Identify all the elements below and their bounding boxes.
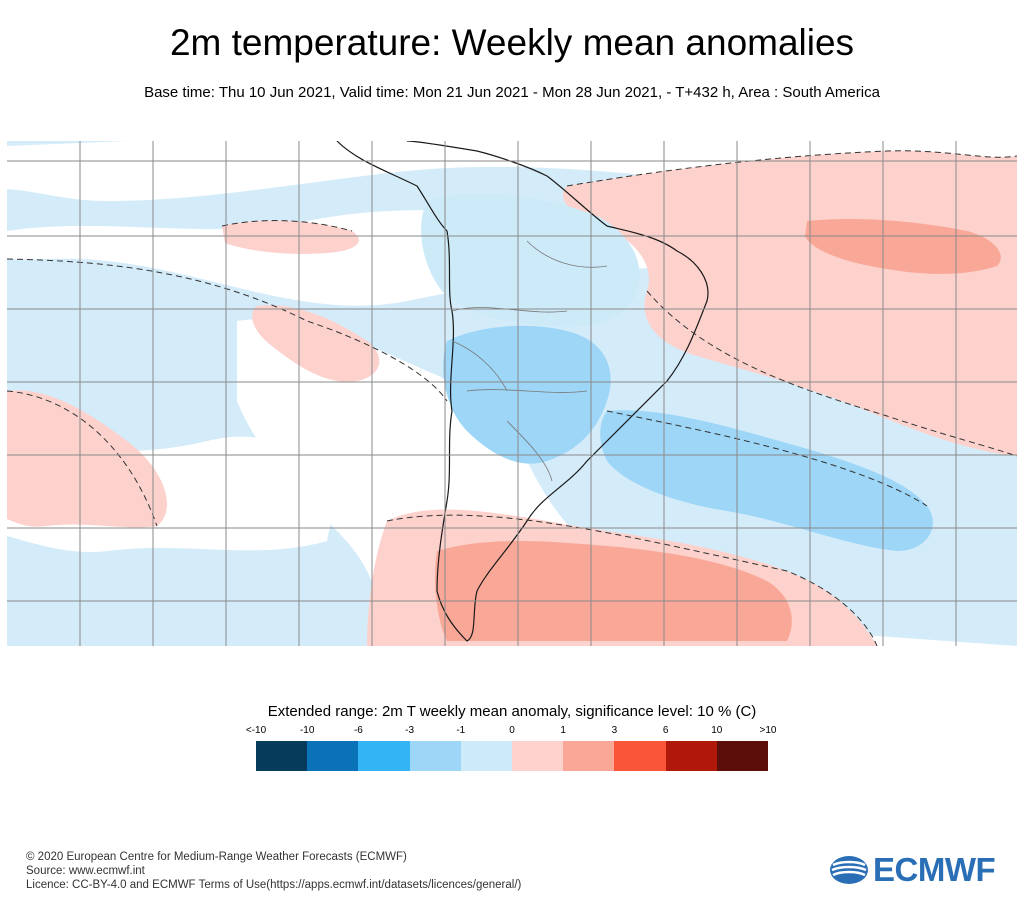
cool-anomaly-atlantic — [600, 410, 933, 551]
legend-title: Extended range: 2m T weekly mean anomaly… — [267, 703, 757, 720]
legend-swatch — [563, 741, 615, 771]
legend-tick-label: -1 — [456, 725, 466, 736]
legend-swatch — [512, 741, 564, 771]
warm-anomaly-north-pacific — [222, 220, 359, 254]
legend-swatch — [409, 741, 461, 771]
legend-swatch — [256, 741, 308, 771]
legend-tick-label: 10 — [711, 725, 723, 736]
legend-tick-labels: <-10 -10 -6 -3 -1 0 1 3 6 10 >10 — [246, 725, 777, 739]
ecmwf-logo-icon — [830, 856, 868, 884]
legend-swatch — [614, 741, 666, 771]
chart-title: 2m temperature: Weekly mean anomalies — [169, 22, 855, 63]
lat-lon-grid — [7, 141, 1017, 646]
legend-tick-label: <-10 — [245, 725, 267, 736]
cool-anomaly-amazon — [421, 193, 640, 328]
source-text: Source: www.ecmwf.int — [26, 865, 145, 877]
legend-tick-label: -6 — [353, 725, 363, 736]
warm-anomaly-south-core — [435, 541, 792, 641]
neutral-band-tropics — [7, 141, 1017, 201]
ecmwf-logo-text: ECMWF — [873, 851, 996, 888]
footer: © 2020 European Centre for Medium-Range … — [26, 850, 521, 892]
warm-anomaly-central-pacific — [252, 305, 380, 382]
warm-anomaly-west — [7, 390, 167, 528]
chart-subtitle: Base time: Thu 10 Jun 2021, Valid time: … — [144, 84, 880, 101]
cool-anomaly-continent — [443, 325, 611, 464]
legend-tick-label: 6 — [662, 725, 669, 736]
licence-text: Licence: CC-BY-4.0 and ECMWF Terms of Us… — [26, 879, 522, 891]
legend-tick-label: 0 — [509, 725, 515, 736]
anomaly-map — [7, 141, 1017, 646]
legend-swatch — [665, 741, 717, 771]
legend-tick-label: >10 — [759, 725, 777, 736]
legend-tick-label: 1 — [560, 725, 566, 736]
legend-tick-label: 3 — [611, 725, 618, 736]
legend-swatch — [358, 741, 410, 771]
legend-tick-label: -3 — [405, 725, 415, 736]
copyright-text: © 2020 European Centre for Medium-Range … — [26, 851, 407, 863]
legend-tick-label: -10 — [299, 725, 315, 736]
south-america-coastline — [336, 141, 709, 642]
warm-anomaly-northeast-core — [805, 219, 1001, 274]
legend-swatch — [716, 741, 769, 771]
legend-color-bar — [256, 741, 769, 771]
legend-swatch — [307, 741, 359, 771]
legend-swatch — [460, 741, 513, 771]
ecmwf-logo: ECMWF — [829, 851, 996, 888]
